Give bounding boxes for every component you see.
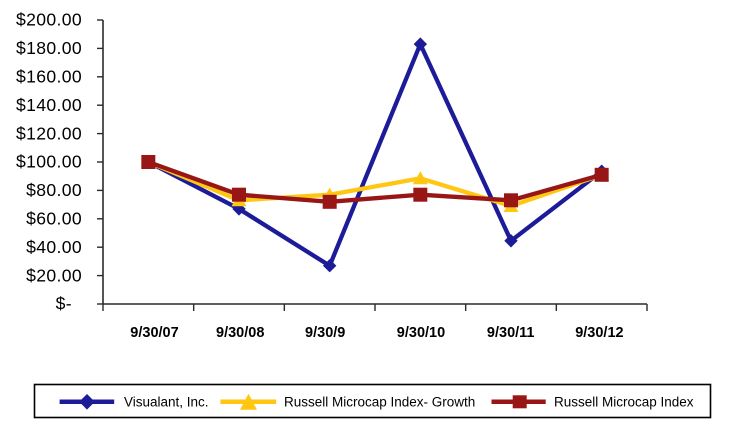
svg-text:Visualant, Inc.: Visualant, Inc. [124,395,209,410]
svg-text:9/30/12: 9/30/12 [575,325,623,341]
svg-text:$60.00: $60.00 [26,209,82,229]
svg-text:9/30/10: 9/30/10 [397,325,445,341]
svg-text:9/30/08: 9/30/08 [216,325,264,341]
svg-text:9/30/07: 9/30/07 [130,325,178,341]
svg-text:9/30/11: 9/30/11 [487,325,535,341]
svg-text:9/30/9: 9/30/9 [305,325,345,341]
svg-text:$40.00: $40.00 [26,237,82,257]
svg-text:$20.00: $20.00 [26,265,82,285]
svg-text:$-: $- [56,294,72,314]
svg-text:Russell Microcap Index- Growth: Russell Microcap Index- Growth [284,395,475,410]
svg-text:Russell Microcap Index: Russell Microcap Index [554,395,694,410]
svg-text:$100.00: $100.00 [16,152,82,172]
svg-text:$160.00: $160.00 [16,67,82,87]
svg-text:$140.00: $140.00 [16,95,82,115]
svg-text:$120.00: $120.00 [16,123,82,143]
svg-text:$180.00: $180.00 [16,38,82,58]
svg-text:$200.00: $200.00 [16,10,82,30]
svg-text:$80.00: $80.00 [26,180,82,200]
